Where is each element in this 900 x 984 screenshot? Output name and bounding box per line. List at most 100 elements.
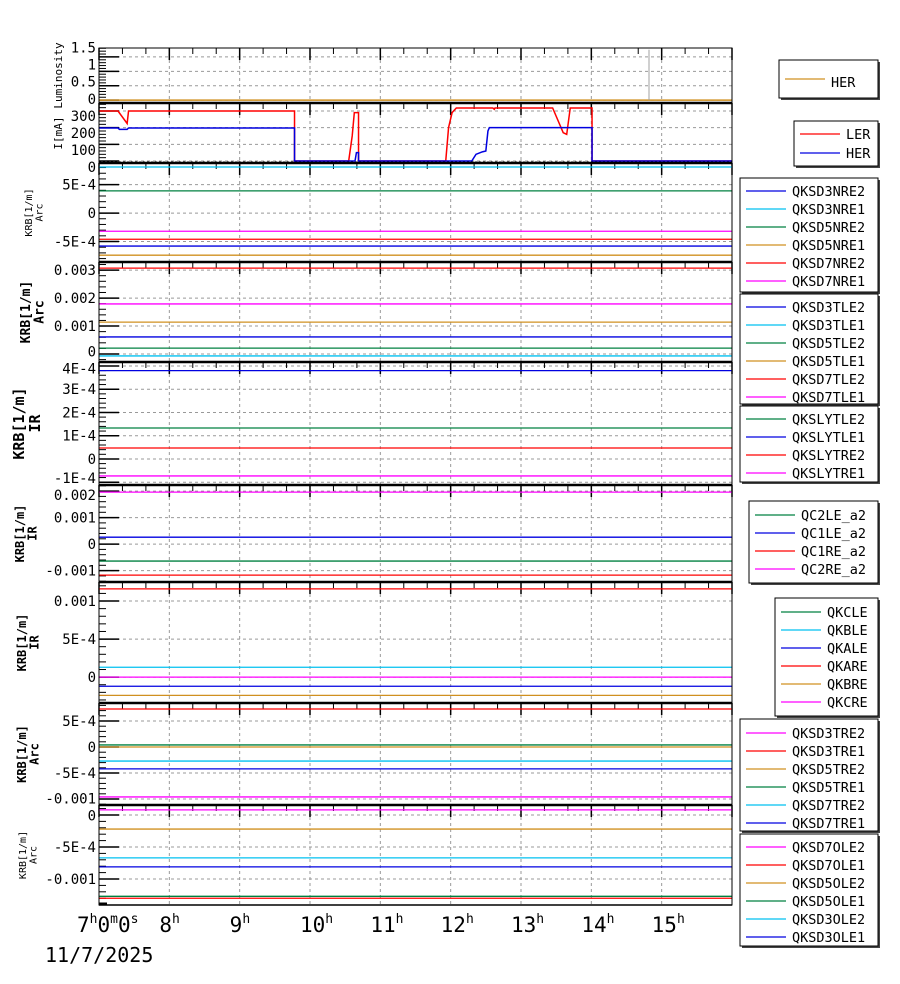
x-tick-sec: 0 bbox=[118, 913, 131, 937]
legend-label: QKSD7TLE2 bbox=[792, 372, 865, 388]
x-tick-label: 11h bbox=[370, 912, 403, 937]
x-tick-unit: h bbox=[677, 912, 685, 927]
legend-label: QKSD7TRE2 bbox=[792, 798, 865, 814]
plot-frame bbox=[98, 484, 733, 583]
legend-label: HER bbox=[846, 146, 871, 162]
legend-box bbox=[739, 833, 879, 947]
legend-label: QKSD7OLE1 bbox=[792, 858, 865, 874]
x-tick-label: 14h bbox=[581, 912, 614, 937]
y-tick-label: 0 bbox=[88, 160, 96, 176]
legend-9: QKSD7OLE2 QKSD7OLE1 QKSD5OLE2 QKSD5OLE1 QKSD… bbox=[739, 833, 880, 948]
legend-label: QKSD7NRE2 bbox=[792, 256, 865, 272]
y-axis-label: KRB[1/m]IR bbox=[10, 387, 44, 459]
y-axis-label: KRB[1/m]IR bbox=[15, 614, 42, 672]
legend-label: QKSD3TLE1 bbox=[792, 318, 865, 334]
y-axis-label-line: KRB[1/m] bbox=[15, 614, 29, 672]
y-axis-label-line: IR bbox=[28, 635, 42, 650]
legend-label: QKSD5TLE1 bbox=[792, 354, 865, 370]
x-tick-label: 9h bbox=[230, 912, 250, 937]
y-tick-label: 5E-4 bbox=[62, 178, 96, 194]
plot-frame bbox=[98, 47, 733, 104]
y-axis-label: KRB[1/m]Arc bbox=[19, 281, 48, 344]
y-axis-label: I[mA] bbox=[52, 116, 65, 149]
y-tick-label: -5E-4 bbox=[54, 766, 96, 782]
legend-label: QKSD7TRE1 bbox=[792, 816, 865, 832]
legend-label: QKSD7OLE2 bbox=[792, 840, 865, 856]
panel-9: -0.001 -5E-4 0 KRB[1/m]Arc bbox=[18, 804, 733, 906]
panel-3: -5E-4 0 5E-4 KRB[1/m]Arc bbox=[24, 162, 733, 264]
plot-frame bbox=[98, 261, 733, 363]
legend-label: QKBRE bbox=[827, 677, 868, 693]
plot-frame bbox=[98, 162, 733, 263]
y-tick-label: -1E-4 bbox=[54, 471, 96, 487]
legend-label: QKSD7NRE1 bbox=[792, 274, 865, 290]
y-axis-label-line: KRB[1/m] bbox=[24, 188, 35, 236]
legend-label: LER bbox=[846, 127, 871, 143]
legend-label: QKSD5OLE1 bbox=[792, 894, 865, 910]
x-tick-unit: h bbox=[536, 912, 544, 927]
y-axis-label-line: KRB[1/m] bbox=[18, 831, 29, 879]
x-tick-hour: 12 bbox=[441, 913, 466, 937]
x-tick-unit: h bbox=[607, 912, 615, 927]
legend-label: QKSLYTLE1 bbox=[792, 430, 865, 446]
plot-frame bbox=[98, 804, 733, 906]
panel-4: 0 0.001 0.002 0.003 KRB[1/m]Arc bbox=[19, 261, 733, 364]
y-axis-label-line: IR bbox=[26, 526, 40, 541]
x-tick-hour: 10 bbox=[300, 913, 325, 937]
x-tick-hour: 11 bbox=[370, 913, 395, 937]
y-tick-label: 0 bbox=[88, 452, 96, 468]
panel-1: 00.511.5 Luminosity bbox=[52, 41, 733, 109]
legend-label: QKSLYTLE2 bbox=[792, 412, 865, 428]
x-tick-label: 7h0m0s bbox=[77, 912, 138, 937]
y-tick-label: 100 bbox=[71, 143, 96, 159]
y-tick-label: 0.002 bbox=[54, 488, 96, 504]
y-tick-label: 0.001 bbox=[54, 511, 96, 527]
legend-label: QC1LE_a2 bbox=[801, 526, 866, 542]
legend-label: QKSD3NRE1 bbox=[792, 202, 865, 218]
y-tick-label: 0.001 bbox=[54, 594, 96, 610]
legend-2: LER HER bbox=[793, 120, 880, 168]
y-tick-label: -0.001 bbox=[45, 791, 96, 807]
y-axis-label-line: KRB[1/m] bbox=[19, 281, 34, 344]
panel-5: -1E-4 0 1E-4 2E-4 3E-4 4E-4 KRB[1/m]IR bbox=[10, 361, 733, 487]
legend-label: QKCLE bbox=[827, 605, 868, 621]
x-tick-hour: 13 bbox=[511, 913, 536, 937]
x-tick-unit: h bbox=[466, 912, 474, 927]
y-tick-label: 0 bbox=[88, 537, 96, 553]
x-tick-hour: 8 bbox=[159, 913, 172, 937]
legend-box bbox=[739, 293, 879, 405]
legend-label: QKSD5TRE2 bbox=[792, 762, 865, 778]
legend-box bbox=[739, 718, 879, 832]
y-tick-label: 0.5 bbox=[71, 75, 96, 91]
y-tick-label: 1E-4 bbox=[62, 429, 96, 445]
plot-frame bbox=[98, 581, 733, 704]
legend-label: QKSLYTRE2 bbox=[792, 448, 865, 464]
legend-3: QKSD3NRE2 QKSD3NRE1 QKSD5NRE2 QKSD5NRE1 QKSD… bbox=[739, 177, 880, 294]
legend-label: QKSD3OLE1 bbox=[792, 930, 865, 946]
legend-label: QC2RE_a2 bbox=[801, 562, 866, 578]
plot-frame bbox=[98, 102, 733, 164]
y-axis-label-line: Arc bbox=[29, 846, 40, 864]
legend-label: QKSD5TRE1 bbox=[792, 780, 865, 796]
y-tick-label: 0 bbox=[88, 740, 96, 756]
y-tick-label: 200 bbox=[71, 126, 96, 142]
legend-label: QKSLYTRE1 bbox=[792, 466, 865, 482]
legend-box bbox=[739, 177, 879, 293]
x-tick-unit: h bbox=[396, 912, 404, 927]
x-tick-min: 0 bbox=[97, 913, 110, 937]
legend-label: QKSD5TLE2 bbox=[792, 336, 865, 352]
x-tick-unit: h bbox=[90, 912, 98, 927]
x-tick-label: 8h bbox=[159, 912, 179, 937]
y-axis-label: KRB[1/m]IR bbox=[13, 505, 40, 563]
y-tick-label: 2E-4 bbox=[62, 405, 96, 421]
y-tick-label: 1.5 bbox=[71, 41, 96, 57]
legend-label: QKSD3OLE2 bbox=[792, 912, 865, 928]
legend-4: QKSD3TLE2 QKSD3TLE1 QKSD5TLE2 QKSD5TLE1 QKSD… bbox=[739, 293, 880, 406]
y-axis-label-line: I[mA] bbox=[52, 116, 65, 149]
y-axis-label-line: KRB[1/m] bbox=[10, 387, 28, 459]
y-tick-label: 0.003 bbox=[54, 263, 96, 279]
y-axis-label: Luminosity bbox=[52, 42, 65, 109]
y-tick-label: 0 bbox=[88, 344, 96, 360]
x-tick-unit: m bbox=[110, 912, 118, 927]
y-tick-label: 0.001 bbox=[54, 319, 96, 335]
